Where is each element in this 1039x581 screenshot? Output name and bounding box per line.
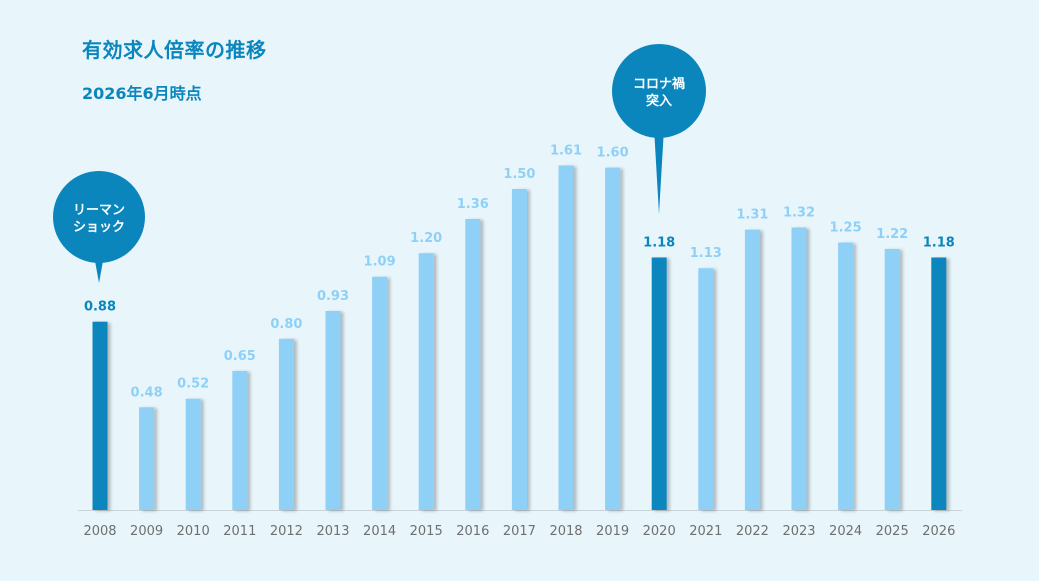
x-tick-label-2008: 2008 <box>83 524 116 539</box>
value-label-2008: 0.88 <box>84 300 116 315</box>
callout-bubble <box>53 171 145 263</box>
x-tick-label-2009: 2009 <box>130 524 163 539</box>
bar-2018 <box>558 165 574 510</box>
value-label-2025: 1.22 <box>876 227 908 242</box>
bar-2010 <box>185 398 201 510</box>
bar-2012 <box>278 338 294 510</box>
x-tick-label-2021: 2021 <box>689 524 722 539</box>
value-label-2013: 0.93 <box>317 289 349 304</box>
bar-2015 <box>418 253 434 510</box>
value-label-2017: 1.50 <box>503 167 535 182</box>
x-tick-label-2022: 2022 <box>736 524 769 539</box>
bar-2021 <box>698 268 714 510</box>
x-tick-label-2020: 2020 <box>643 524 676 539</box>
x-tick-label-2011: 2011 <box>223 524 256 539</box>
x-tick-label-2017: 2017 <box>503 524 536 539</box>
value-label-2012: 0.80 <box>270 317 302 332</box>
x-tick-label-2013: 2013 <box>316 524 349 539</box>
value-label-2011: 0.65 <box>224 349 256 364</box>
callout-text-line: 突入 <box>646 93 672 109</box>
value-label-2009: 0.48 <box>131 385 163 400</box>
value-label-2010: 0.52 <box>177 377 209 392</box>
bar-2026 <box>931 257 947 510</box>
value-label-2026: 1.18 <box>923 235 955 250</box>
bar-2011 <box>232 370 248 510</box>
x-tick-label-2019: 2019 <box>596 524 629 539</box>
bar-2025 <box>884 248 900 511</box>
bar-2024 <box>838 242 854 510</box>
value-label-2016: 1.36 <box>457 197 489 212</box>
x-tick-label-2025: 2025 <box>876 524 909 539</box>
value-label-2022: 1.31 <box>736 208 768 223</box>
x-tick-label-2012: 2012 <box>270 524 303 539</box>
value-label-2020: 1.18 <box>643 235 675 250</box>
value-label-2023: 1.32 <box>783 206 815 221</box>
callout-bubble <box>612 44 706 138</box>
callout-pointer <box>654 128 664 214</box>
x-tick-label-2014: 2014 <box>363 524 396 539</box>
value-label-2021: 1.13 <box>690 246 722 261</box>
x-tick-label-2010: 2010 <box>177 524 210 539</box>
x-tick-label-2018: 2018 <box>549 524 582 539</box>
x-tick-label-2016: 2016 <box>456 524 489 539</box>
bar-2017 <box>511 189 527 510</box>
x-tick-label-2015: 2015 <box>410 524 443 539</box>
value-label-2024: 1.25 <box>830 221 862 236</box>
value-label-2015: 1.20 <box>410 231 442 246</box>
chart-title: 有効求人倍率の推移 <box>82 38 267 62</box>
value-label-2019: 1.60 <box>597 146 629 161</box>
bar-2014 <box>372 276 388 510</box>
bar-2022 <box>744 229 760 510</box>
bar-2013 <box>325 310 341 510</box>
chart-subtitle: 2026年6月時点 <box>82 84 202 103</box>
value-label-2014: 1.09 <box>364 255 396 270</box>
x-tick-label-2026: 2026 <box>922 524 955 539</box>
bar-2009 <box>139 407 155 510</box>
bar-2023 <box>791 227 807 510</box>
bar-2019 <box>605 167 621 510</box>
callout-text-line: リーマン <box>73 203 125 218</box>
value-label-2018: 1.61 <box>550 143 582 158</box>
x-tick-label-2024: 2024 <box>829 524 862 539</box>
x-tick-label-2023: 2023 <box>782 524 815 539</box>
callout-text-line: コロナ禍 <box>633 76 685 92</box>
callout-text-line: ショック <box>73 220 125 235</box>
bar-2008 <box>92 321 108 510</box>
bar-2020 <box>651 257 667 510</box>
bar-2016 <box>465 218 481 510</box>
